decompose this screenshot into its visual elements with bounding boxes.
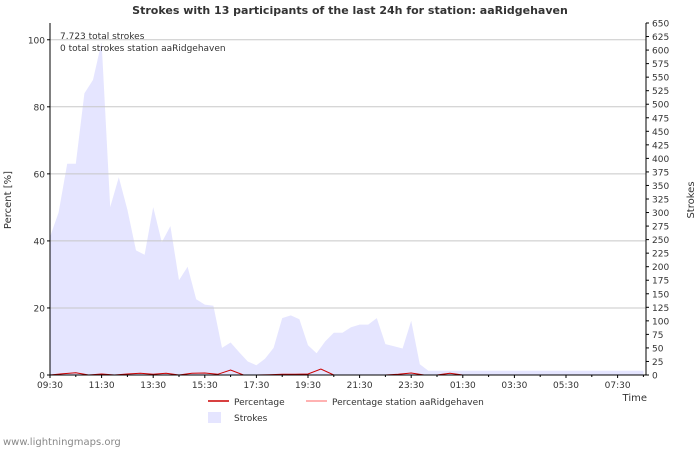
x-tick-label: 23:30	[398, 381, 424, 391]
legend-swatch-strokes	[208, 412, 221, 423]
right-tick-label: 475	[652, 114, 669, 124]
right-tick-label: 175	[652, 277, 669, 287]
right-tick-label: 50	[652, 344, 664, 354]
x-tick-label: 09:30	[37, 381, 63, 391]
right-tick-label: 200	[652, 263, 669, 273]
right-tick-label: 250	[652, 236, 669, 246]
x-tick-label: 13:30	[140, 381, 166, 391]
x-tick-label: 05:30	[553, 381, 579, 391]
right-tick-label: 25	[652, 358, 663, 368]
right-tick-label: 600	[652, 47, 669, 57]
right-tick-label: 350	[652, 182, 669, 192]
right-tick-label: 425	[652, 141, 669, 151]
x-tick-label: 19:30	[295, 381, 321, 391]
left-tick-label: 80	[34, 103, 46, 113]
watermark: www.lightningmaps.org	[3, 437, 121, 448]
right-tick-label: 325	[652, 196, 669, 206]
right-tick-label: 0	[652, 372, 658, 382]
right-tick-label: 450	[652, 128, 669, 138]
percentage-line	[49, 368, 541, 376]
right-tick-label: 500	[652, 101, 669, 111]
right-tick-label: 75	[652, 331, 663, 341]
right-tick-label: 100	[652, 317, 669, 327]
x-tick-label: 01:30	[450, 381, 476, 391]
y-axis-left-label: Percent [%]	[3, 171, 14, 229]
right-tick-label: 550	[652, 74, 669, 84]
right-tick-label: 525	[652, 87, 669, 97]
right-tick-label: 300	[652, 209, 669, 219]
annotation-total-strokes: 7.723 total strokes	[60, 32, 145, 42]
left-tick-label: 100	[28, 36, 45, 46]
right-tick-label: 400	[652, 155, 669, 165]
right-tick-label: 625	[652, 33, 669, 43]
left-tick-label: 20	[34, 304, 46, 314]
right-tick-label: 375	[652, 168, 669, 178]
x-tick-label: 15:30	[192, 381, 218, 391]
legend-label-strokes: Strokes	[234, 414, 268, 424]
x-tick-label: 11:30	[89, 381, 115, 391]
x-tick-label: 17:30	[243, 381, 269, 391]
right-tick-label: 650	[652, 20, 669, 30]
right-tick-label: 275	[652, 223, 669, 233]
legend-label-percentage-station: Percentage station aaRidgehaven	[332, 398, 484, 408]
left-tick-label: 0	[39, 372, 45, 382]
x-tick-label: 03:30	[501, 381, 527, 391]
x-tick-label: 21:30	[347, 381, 373, 391]
chart-title: Strokes with 13 participants of the last…	[132, 4, 568, 17]
left-tick-label: 40	[34, 237, 46, 247]
right-tick-label: 225	[652, 250, 669, 260]
y-axis-right-label: Strokes	[686, 181, 697, 218]
strokes-area	[50, 42, 644, 375]
left-tick-label: 60	[34, 170, 46, 180]
x-tick-label: 07:30	[605, 381, 631, 391]
right-tick-label: 150	[652, 290, 669, 300]
right-tick-label: 575	[652, 60, 669, 70]
x-axis-label: Time	[622, 393, 647, 404]
right-tick-label: 125	[652, 304, 669, 314]
annotation-station-strokes: 0 total strokes station aaRidgehaven	[60, 44, 226, 54]
legend-label-percentage: Percentage	[234, 398, 285, 408]
